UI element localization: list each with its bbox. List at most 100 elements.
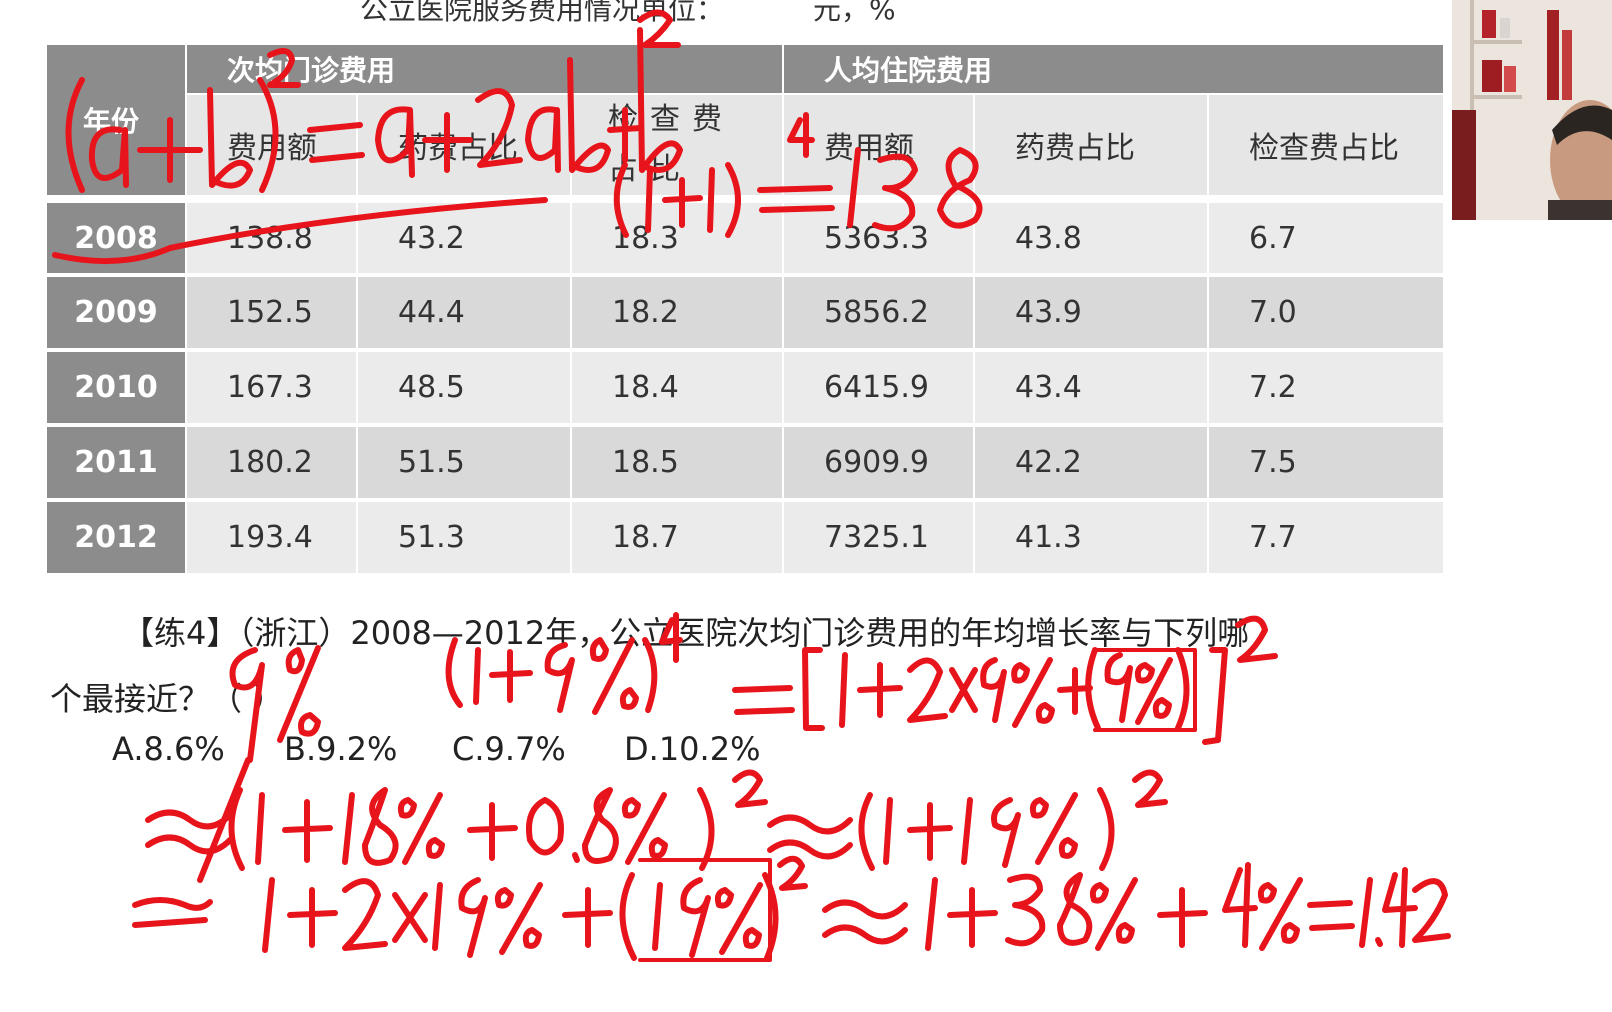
ink-stroke <box>961 797 973 865</box>
sub-header-label: 检查费占比 <box>1249 131 1399 166</box>
year-label: 2010 <box>74 370 158 405</box>
cell-value: 6415.9 <box>824 370 929 405</box>
ink-stroke <box>132 897 213 928</box>
sub-header: 药费占比 <box>975 95 1207 195</box>
table-cell: 43.2 <box>358 203 570 273</box>
option-a[interactable]: A.8.6% <box>112 730 225 768</box>
table-cell: 7.2 <box>1209 352 1443 423</box>
cell-value: 138.8 <box>227 220 313 256</box>
ink-stroke <box>282 799 333 863</box>
cell-value: 5856.2 <box>824 295 929 330</box>
year-label: 2009 <box>74 295 158 330</box>
ink-stroke <box>947 887 998 948</box>
ink-stroke <box>197 757 251 883</box>
presenter-video <box>1452 0 1612 220</box>
ink-stroke <box>1005 873 1046 947</box>
ink-stroke <box>652 882 663 951</box>
table-cell: 48.5 <box>358 352 570 423</box>
sub-header-label: 检查费占比 <box>608 102 734 187</box>
table-cell: 43.9 <box>975 277 1207 348</box>
ink-stroke <box>342 792 355 865</box>
ink-stroke <box>392 892 428 943</box>
cell-value: 152.5 <box>227 295 313 330</box>
ink-stroke <box>697 787 715 871</box>
ink-stroke <box>562 887 613 948</box>
ink-stroke <box>680 877 711 958</box>
cell-value: 7.5 <box>1249 445 1297 480</box>
ink-stroke <box>362 787 399 866</box>
ink-stroke <box>619 872 637 961</box>
table-cell: 7.0 <box>1209 277 1443 348</box>
table-cell: 180.2 <box>187 427 356 498</box>
ink-stroke <box>1257 877 1303 951</box>
option-c[interactable]: C.9.7% <box>452 730 566 768</box>
table-cell: 18.3 <box>572 203 782 273</box>
ink-stroke <box>714 882 763 955</box>
table-cell: 7.5 <box>1209 427 1443 498</box>
group-header-outpatient: 次均门诊费用 <box>187 45 782 93</box>
ink-stroke <box>1359 877 1373 948</box>
table-cell: 5856.2 <box>784 277 973 348</box>
table-cell: 6415.9 <box>784 352 973 423</box>
ink-stroke <box>262 877 275 953</box>
option-d[interactable]: D.10.2% <box>624 730 761 768</box>
ink-stroke <box>1157 887 1208 948</box>
table-cell: 138.8 <box>187 203 356 273</box>
table-cell: 6.7 <box>1209 203 1443 273</box>
ink-stroke <box>1307 900 1355 931</box>
ink-stroke <box>991 797 1021 868</box>
year-header: 年份 <box>47 45 185 195</box>
cell-value: 6.7 <box>1249 220 1297 256</box>
ink-stroke <box>1097 787 1115 871</box>
option-b[interactable]: B.9.2% <box>284 730 398 768</box>
sub-header: 检查费占比 <box>1209 95 1443 195</box>
ink-stroke <box>1382 867 1418 948</box>
cell-value: 180.2 <box>227 445 313 480</box>
ink-stroke <box>397 792 445 865</box>
cell-value: 7.0 <box>1249 295 1297 330</box>
cell-value: 18.5 <box>612 445 679 480</box>
ink-stroke <box>342 878 388 951</box>
row-year: 2008 <box>47 203 185 273</box>
ink-stroke <box>1029 792 1078 865</box>
ink-stroke <box>458 877 488 958</box>
ink-stroke <box>858 792 875 871</box>
question-text-continued: 个最接近？（ ） <box>50 680 285 718</box>
data-table: 年份 次均门诊费用 人均住院费用 费用额 药费占比 检查费占比 费用额 药费占比… <box>47 45 1443 575</box>
sub-header-label: 药费占比 <box>1015 131 1135 166</box>
cell-value: 6909.9 <box>824 445 929 480</box>
table-cell: 44.4 <box>358 277 570 348</box>
ink-stroke <box>526 797 564 856</box>
group-header-label: 人均住院费用 <box>824 54 993 87</box>
question-text: 【练4】（浙江）2008—2012年，公立医院次均门诊费用的年均增长率与下列哪 <box>122 614 1250 652</box>
sub-header: 药费占比 <box>358 95 570 195</box>
cell-value: 44.4 <box>398 295 465 330</box>
ink-stroke <box>1132 769 1168 808</box>
ink-stroke <box>145 809 233 855</box>
table-cell: 51.5 <box>358 427 570 498</box>
sub-header-label: 费用额 <box>227 131 317 166</box>
ink-stroke <box>287 887 338 948</box>
table-cell: 18.2 <box>572 277 782 348</box>
ink-stroke <box>572 852 580 863</box>
cell-value: 18.2 <box>612 295 679 330</box>
cell-value: 48.5 <box>398 370 465 405</box>
table-cell: 43.4 <box>975 352 1207 423</box>
ink-stroke <box>732 769 768 808</box>
ink-stroke <box>467 802 518 861</box>
webcam-overlay <box>1452 0 1612 220</box>
table-title: 公立医院服务费用情况单位： 元，% <box>360 0 896 26</box>
sub-header-label: 药费占比 <box>398 131 518 166</box>
cell-value: 41.3 <box>1015 520 1082 555</box>
cell-value: 51.5 <box>398 445 465 480</box>
sub-header: 费用额 <box>187 95 356 195</box>
year-label: 2011 <box>74 445 158 480</box>
table-cell: 43.8 <box>975 203 1207 273</box>
ink-stroke <box>228 787 245 871</box>
table-cell: 51.3 <box>358 502 570 573</box>
ink-stroke <box>621 792 668 865</box>
ink-stroke <box>1412 878 1451 943</box>
cell-value: 7.7 <box>1249 520 1297 555</box>
table-cell: 42.2 <box>975 427 1207 498</box>
ink-stroke <box>1375 937 1383 947</box>
